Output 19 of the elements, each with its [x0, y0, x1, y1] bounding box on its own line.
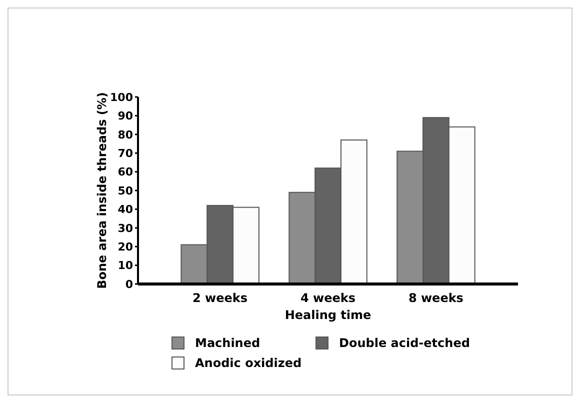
y-axis-title: Bone area inside threads (%)	[95, 92, 109, 289]
y-tick-label: 40	[118, 203, 134, 216]
legend-label: Double acid-etched	[339, 336, 470, 350]
x-tick-label: 8 weeks	[408, 291, 464, 305]
y-tick-label: 0	[125, 278, 134, 291]
y-tick-label: 90	[118, 110, 134, 123]
legend-label: Machined	[195, 336, 260, 350]
y-tick-label: 100	[110, 90, 134, 104]
y-tick-label: 60	[118, 166, 134, 179]
y-tick-label: 10	[118, 259, 134, 272]
y-tick-label: 30	[118, 222, 134, 235]
x-tick-label: 4 weeks	[300, 291, 356, 305]
legend-label: Anodic oxidized	[195, 356, 302, 370]
x-axis-title: Healing time	[284, 308, 372, 322]
y-tick-label: 20	[118, 240, 134, 254]
y-tick-label: 70	[118, 146, 134, 160]
y-tick-label: 50	[118, 184, 134, 198]
y-tick-label: 80	[118, 128, 134, 142]
x-tick-label: 2 weeks	[192, 291, 248, 305]
